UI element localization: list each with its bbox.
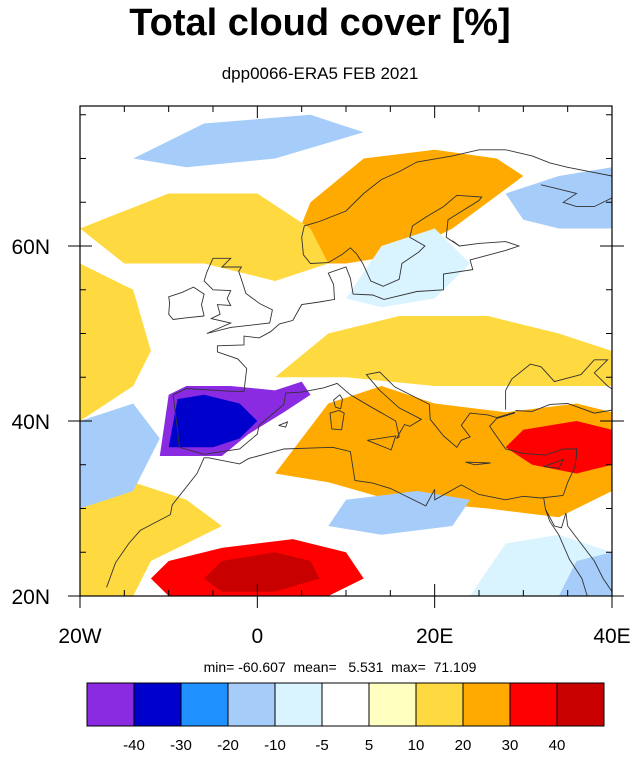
stats-mean-label: mean= <box>293 659 337 675</box>
colorbar-swatch <box>462 682 511 727</box>
anomaly-region-north-sea <box>80 193 329 281</box>
colorbar-swatch <box>180 682 229 727</box>
colorbar-label: -40 <box>123 737 145 754</box>
coastline-sinai <box>545 509 567 529</box>
anomaly-region-central-europe <box>275 316 612 386</box>
anomaly-region-mediterranean <box>275 386 612 518</box>
coastline-british-isles <box>203 257 273 334</box>
colorbar-label: 20 <box>454 737 472 754</box>
coastline-gulf-bothnia-inner <box>452 240 460 247</box>
x-tick-label: 20E <box>416 625 453 648</box>
anomaly-region-atlantic-blue <box>80 403 160 509</box>
coastline-biscay-france <box>172 149 612 396</box>
colorbar-label: -10 <box>264 737 286 754</box>
stats-max-label: max= <box>391 659 426 675</box>
chart-title: Total cloud cover [%] <box>129 2 511 44</box>
colorbar-label: 40 <box>548 737 566 754</box>
anomaly-field <box>80 114 612 596</box>
coastline-kola-white-sea <box>540 184 612 208</box>
anomaly-region-scandinavia <box>292 149 524 264</box>
anomaly-region-arabia-blue <box>558 552 612 596</box>
colorbar-label: 30 <box>501 737 519 754</box>
anomaly-region-arctic-blue <box>133 114 364 168</box>
colorbar-label: -30 <box>170 737 192 754</box>
y-tick-label: 60N <box>11 236 50 259</box>
colorbar-swatch <box>227 682 276 727</box>
anomaly-region-turkey <box>505 421 612 474</box>
anomaly-region-libya-blue <box>328 491 471 535</box>
anomaly-region-iberia-core <box>168 394 258 448</box>
colorbar-swatch <box>274 682 323 727</box>
coastline-sicily <box>367 435 397 451</box>
anomaly-region-atlantic-north <box>80 263 151 421</box>
anomaly-region-baltic-blue <box>346 228 471 308</box>
colorbar-swatch <box>133 682 182 727</box>
colorbar-swatch <box>86 682 135 727</box>
coastline-sardinia <box>329 410 345 431</box>
chart-subtitle: dpp0066-ERA5 FEB 2021 <box>221 64 419 83</box>
coastline-corsica <box>333 394 343 410</box>
coastline-red-sea-east <box>565 512 612 592</box>
coastline-crete <box>465 461 491 466</box>
colorbar-swatch <box>321 682 370 727</box>
stats-min-value: -60.607 <box>238 659 286 675</box>
x-tick-label: 20W <box>58 625 101 648</box>
coastline-black-sea <box>505 359 612 414</box>
x-tick-label: 0 <box>251 625 263 648</box>
coastline-mediterranean-north <box>172 371 577 496</box>
y-tick-label: 20N <box>11 586 50 609</box>
colorbar-swatch <box>415 682 464 727</box>
colorbar-label: -5 <box>315 737 329 754</box>
coastline-ireland <box>168 286 205 320</box>
coastlines <box>80 106 612 596</box>
colorbar-swatch <box>556 682 605 727</box>
coastline-mallorca <box>278 421 289 428</box>
coastline-africa-north <box>106 446 564 588</box>
coastline-cyprus <box>543 458 565 469</box>
stats-max-value: 71.109 <box>433 659 477 675</box>
colorbar-label: -20 <box>217 737 239 754</box>
colorbar-label: 5 <box>364 737 374 754</box>
colorbar-label: 10 <box>407 737 425 754</box>
stats-mean-value: 5.531 <box>348 659 384 675</box>
anomaly-region-sahara-core <box>204 552 320 592</box>
stats-line: min= -60.607 mean= 5.531 max= 71.109 <box>0 659 640 675</box>
anomaly-region-west-africa <box>80 482 222 596</box>
x-tick-label: 40E <box>593 625 630 648</box>
anomaly-region-kola-blue <box>505 167 612 229</box>
y-tick-label: 40N <box>11 411 50 434</box>
colorbar-swatch <box>509 682 558 727</box>
colorbar-swatch <box>368 682 417 727</box>
stats-min-label: min= <box>203 659 235 675</box>
